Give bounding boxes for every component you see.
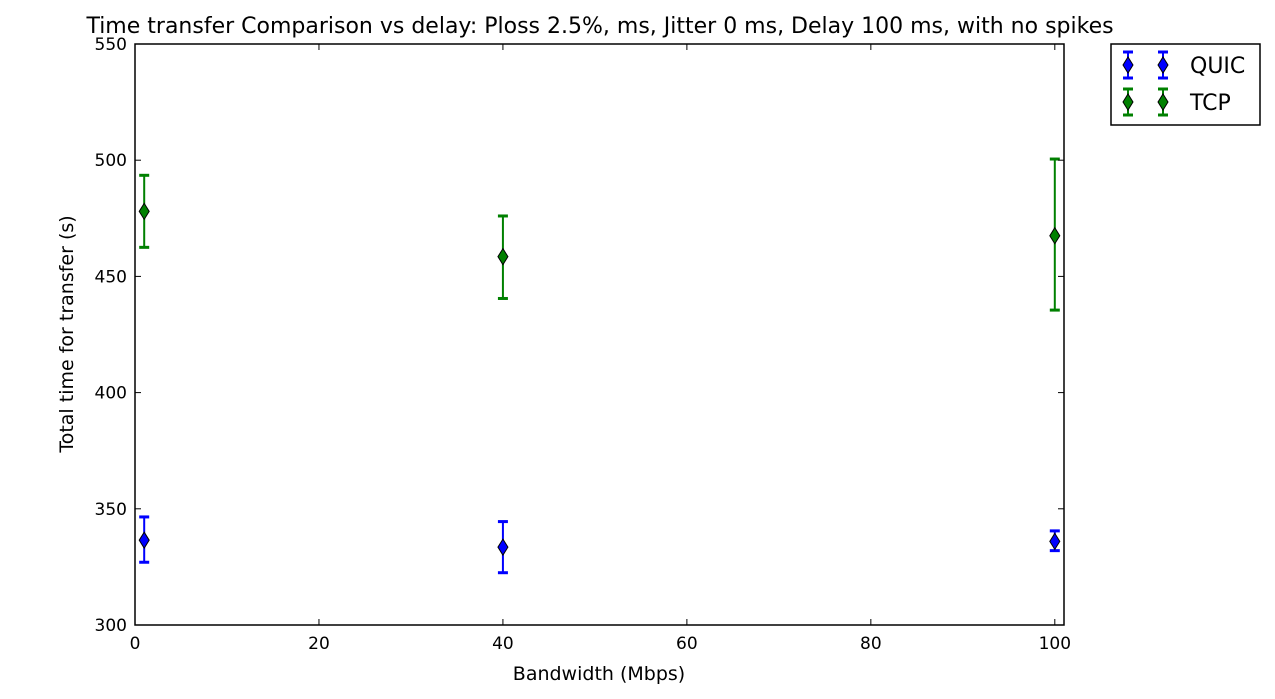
- x-tick-label: 60: [676, 634, 698, 654]
- quic-point: [1049, 532, 1061, 551]
- y-axis-label: Total time for transfer (s): [56, 215, 78, 453]
- chart-title: Time transfer Comparison vs delay: Ploss…: [85, 14, 1113, 39]
- y-tick-label: 500: [95, 151, 127, 171]
- x-axis-label: Bandwidth (Mbps): [513, 663, 685, 685]
- legend-entry-quic: QUIC: [1122, 50, 1245, 80]
- legend-label-tcp: TCP: [1189, 91, 1231, 116]
- x-tick-label: 40: [492, 634, 514, 654]
- tcp-point: [1049, 226, 1061, 245]
- legend-box: [1110, 43, 1261, 126]
- legend-marker: [1122, 56, 1134, 74]
- x-tick-label: 0: [130, 634, 141, 654]
- legend-marker: [1157, 93, 1169, 111]
- legend: QUIC TCP: [1110, 43, 1261, 126]
- series-tcp: [138, 157, 1061, 312]
- x-tick-label: 100: [1039, 634, 1071, 654]
- tcp-point: [138, 202, 150, 221]
- y-tick-label: 350: [95, 500, 127, 520]
- x-tick-label: 80: [860, 634, 882, 654]
- legend-marker: [1122, 93, 1134, 111]
- legend-marker: [1157, 56, 1169, 74]
- tcp-point: [497, 247, 509, 266]
- plot-frame: [134, 43, 1065, 626]
- legend-label-quic: QUIC: [1190, 54, 1245, 79]
- y-tick-label: 400: [95, 384, 127, 404]
- y-tick-label: 450: [95, 267, 127, 287]
- quic-point: [138, 531, 150, 550]
- quic-point: [497, 538, 509, 557]
- y-tick-label: 300: [95, 616, 127, 636]
- legend-entry-tcp: TCP: [1122, 87, 1231, 117]
- x-tick-label: 20: [308, 634, 330, 654]
- series-quic: [138, 515, 1061, 575]
- y-tick-label: 550: [95, 35, 127, 55]
